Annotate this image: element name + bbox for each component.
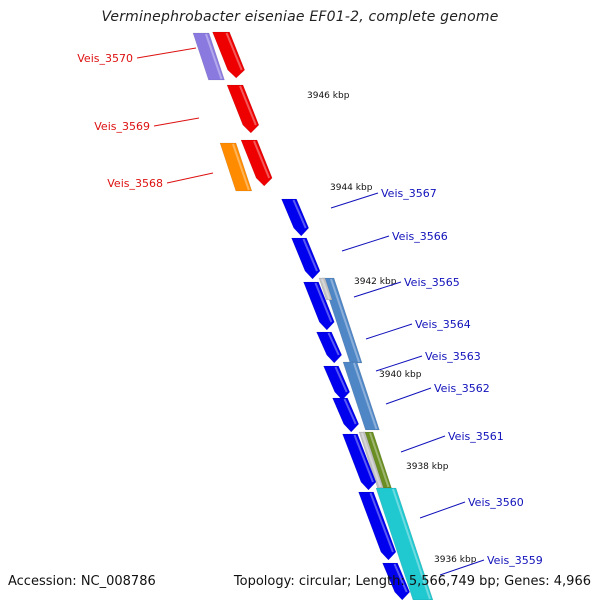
gene-block-grey-a: [318, 277, 333, 301]
kbp-label: 3946 kbp: [307, 91, 350, 101]
gene-arrow-veis-3567-shade: [292, 199, 307, 229]
gene-arrow-veis-3570-shade: [225, 32, 243, 71]
leader-line-right: [330, 192, 379, 209]
gene-block-cyan-shade: [392, 488, 431, 600]
gene-label-veis-3570: Veis_3570: [77, 52, 133, 65]
genome-title: Verminephrobacter eiseniae EF01-2, compl…: [101, 9, 499, 25]
gene-arrow-veis-3568-shade: [253, 140, 271, 179]
gene-label-veis-3565: Veis_3565: [404, 276, 460, 289]
leader-line-right: [400, 435, 446, 453]
gene-block-lavender: [192, 32, 225, 81]
kbp-label: 3940 kbp: [379, 370, 422, 380]
gene-block-olive-shade: [369, 432, 390, 488]
gene-block-steelblue-b: [342, 361, 380, 431]
gene-label-veis-3561: Veis_3561: [448, 430, 504, 443]
leader-line-right: [419, 501, 466, 519]
gene-block-cyan: [375, 487, 434, 600]
gene-arrow-veis-3566: [291, 237, 321, 280]
kbp-label: 3944 kbp: [330, 183, 373, 193]
leader-line-right: [341, 235, 390, 252]
gene-block-orange: [219, 142, 253, 192]
gene-block-lavender-shade: [205, 33, 223, 80]
gene-arrow-veis-3569-shade: [239, 85, 257, 126]
gene-arrow-veis-3563-shade: [334, 366, 348, 393]
gene-arrow-veis-3559: [382, 562, 411, 600]
gene-arrow-veis-3564: [316, 331, 343, 364]
leader-line-left: [153, 117, 200, 127]
gene-arrow-veis-3567: [281, 198, 310, 237]
gene-arrow-veis-3559-shade: [393, 563, 408, 593]
topology-label: Topology: circular; Length: 5,566,749 bp…: [233, 574, 591, 589]
gene-label-veis-3567: Veis_3567: [381, 187, 437, 200]
gene-block-steelblue-a: [321, 277, 363, 364]
gene-arrow-veis-3566-shade: [302, 238, 318, 272]
accession-label: Accession: NC_008786: [8, 574, 156, 589]
gene-label-veis-3564: Veis_3564: [415, 318, 471, 331]
gene-arrow-veis-3561-shade: [353, 434, 374, 483]
gene-arrow-veis-3563: [323, 365, 351, 401]
gene-arrow-veis-3560: [358, 491, 397, 561]
kbp-label: 3942 kbp: [354, 277, 397, 287]
kbp-label: 3936 kbp: [434, 555, 477, 565]
gene-label-veis-3566: Veis_3566: [392, 230, 448, 243]
gene-arrow-veis-3565-shade: [314, 282, 333, 323]
gene-label-veis-3560: Veis_3560: [468, 496, 524, 509]
leader-line-right: [365, 323, 413, 340]
leader-line-right: [385, 387, 432, 405]
leader-line-right: [439, 559, 485, 576]
gene-block-steelblue-a-shade: [330, 278, 360, 363]
gene-arrow-veis-3562: [332, 397, 360, 433]
leader-line-right: [353, 281, 402, 298]
gene-label-veis-3569: Veis_3569: [94, 120, 150, 133]
gene-block-grey-a-shade: [321, 278, 331, 300]
leader-line-left: [136, 47, 197, 59]
gene-arrow-veis-3570: [212, 31, 245, 79]
gene-block-steelblue-b-shade: [353, 362, 378, 430]
gene-arrow-veis-3561: [342, 433, 377, 491]
gene-label-veis-3563: Veis_3563: [425, 350, 481, 363]
gene-block-orange-shade: [232, 143, 250, 191]
gene-arrow-veis-3562-shade: [343, 398, 357, 425]
gene-label-veis-3559: Veis_3559: [487, 554, 543, 567]
gene-arrow-veis-3569: [226, 84, 260, 134]
gene-block-grey-b-shade: [361, 432, 382, 488]
leader-line-right: [375, 355, 423, 372]
gene-label-veis-3568: Veis_3568: [107, 177, 163, 190]
kbp-label: 3938 kbp: [406, 462, 449, 472]
gene-arrow-veis-3560-shade: [369, 492, 394, 553]
gene-arrow-veis-3565: [303, 281, 335, 331]
gene-arrow-veis-3568: [240, 139, 273, 187]
leader-line-left: [166, 172, 214, 184]
gene-arrow-veis-3564-shade: [327, 332, 340, 356]
gene-label-veis-3562: Veis_3562: [434, 382, 490, 395]
